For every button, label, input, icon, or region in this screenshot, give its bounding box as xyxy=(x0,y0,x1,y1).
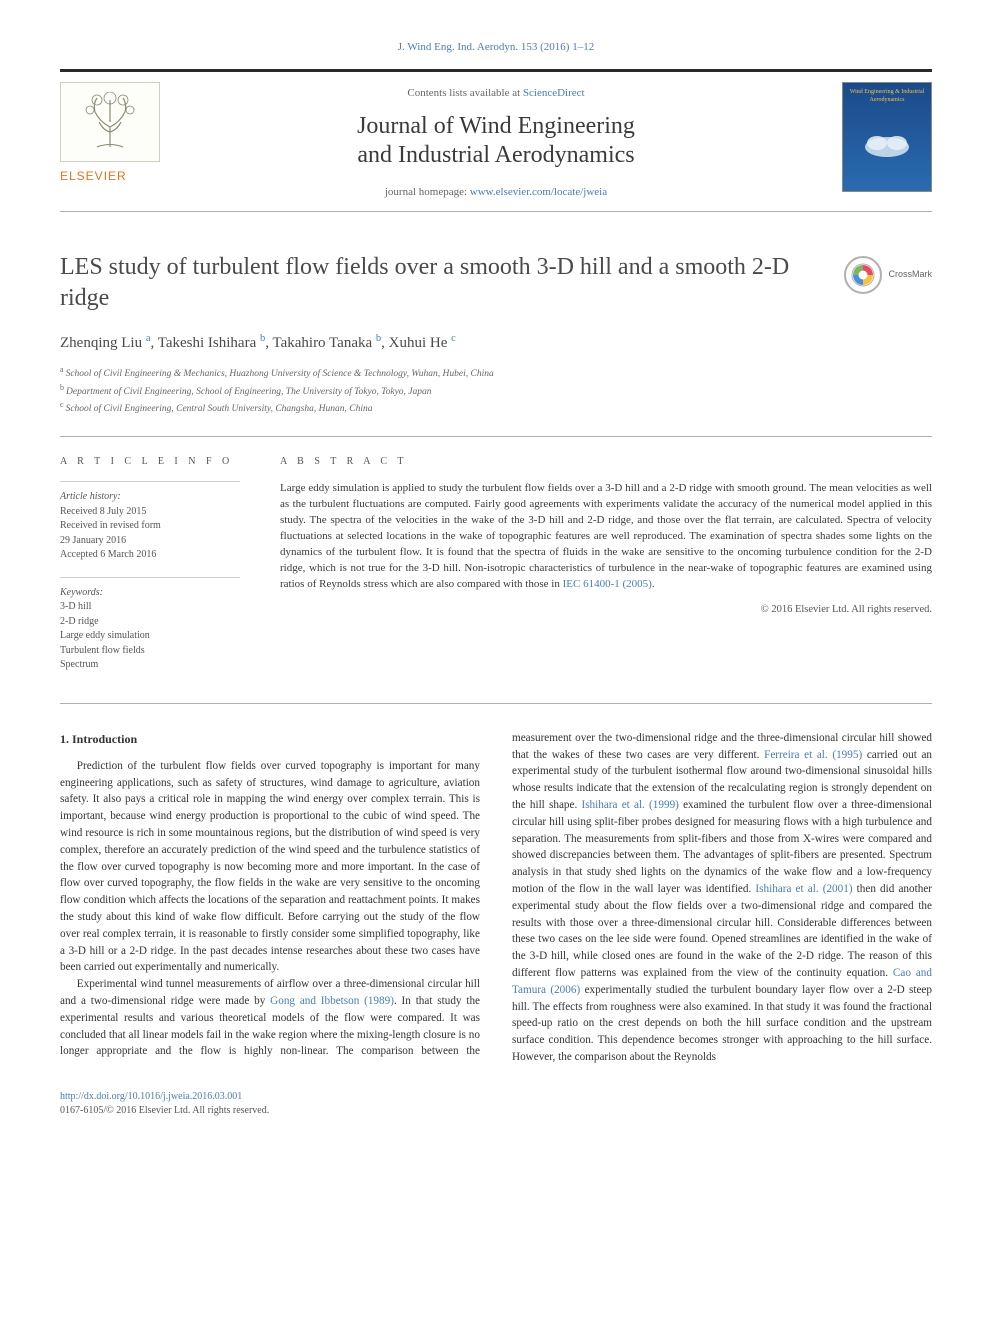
article-header: LES study of turbulent flow fields over … xyxy=(60,252,932,314)
doi-link[interactable]: http://dx.doi.org/10.1016/j.jweia.2016.0… xyxy=(60,1091,242,1102)
section-1-para-1: Prediction of the turbulent flow fields … xyxy=(60,758,480,976)
affiliation-text: School of Civil Engineering & Mechanics,… xyxy=(66,369,494,379)
issn-copyright-line: 0167-6105/© 2016 Elsevier Ltd. All right… xyxy=(60,1105,269,1116)
body-two-column: 1. Introduction Prediction of the turbul… xyxy=(60,730,932,1066)
p2-text-e: then did another experimental study abou… xyxy=(512,883,932,979)
contents-lists-line: Contents lists available at ScienceDirec… xyxy=(180,86,812,101)
ref-link-gong-ibbetson[interactable]: Gong and Ibbetson (1989) xyxy=(270,995,394,1007)
author-affiliation-link[interactable]: a xyxy=(146,333,151,344)
affiliation-text: School of Civil Engineering, Central Sou… xyxy=(66,404,373,414)
ref-link-ishihara-2001[interactable]: Ishihara et al. (2001) xyxy=(755,883,852,895)
page-footer: http://dx.doi.org/10.1016/j.jweia.2016.0… xyxy=(60,1090,932,1118)
affiliation-line: c School of Civil Engineering, Central S… xyxy=(60,399,932,416)
masthead-center: Contents lists available at ScienceDirec… xyxy=(170,72,822,210)
article-history-block: Article history: Received 8 July 2015Rec… xyxy=(60,481,240,563)
affiliation-text: Department of Civil Engineering, School … xyxy=(66,387,432,397)
keywords-lines: 3-D hill 2-D ridge Large eddy simulation Tu… xyxy=(60,601,150,670)
homepage-label: journal homepage: xyxy=(385,186,470,198)
keyword-item: Turbulent flow fields xyxy=(60,645,145,656)
abstract-period: . xyxy=(652,578,655,590)
author-name: Xuhui He xyxy=(389,335,452,351)
info-abstract-row: A R T I C L E I N F O Article history: R… xyxy=(60,436,932,704)
homepage-link[interactable]: www.elsevier.com/locate/jweia xyxy=(470,186,607,198)
abstract-ref-link[interactable]: IEC 61400-1 (2005) xyxy=(563,578,652,590)
author-name: Takahiro Tanaka xyxy=(272,335,375,351)
keywords-label: Keywords: xyxy=(60,587,103,598)
keyword-item: 2-D ridge xyxy=(60,616,99,627)
history-line: Received in revised form xyxy=(60,520,161,531)
authors-line: Zhenqing Liu a, Takeshi Ishihara b, Taka… xyxy=(60,332,932,354)
article-info-column: A R T I C L E I N F O Article history: R… xyxy=(60,455,240,687)
keywords-block: Keywords: 3-D hill 2-D ridge Large eddy si… xyxy=(60,577,240,673)
running-header: J. Wind Eng. Ind. Aerodyn. 153 (2016) 1–… xyxy=(60,40,932,55)
journal-cover-thumbnail: Wind Engineering & Industrial Aerodynami… xyxy=(842,82,932,192)
sciencedirect-link[interactable]: ScienceDirect xyxy=(523,87,585,99)
masthead-right: Wind Engineering & Industrial Aerodynami… xyxy=(822,72,932,210)
journal-homepage-line: journal homepage: www.elsevier.com/locat… xyxy=(180,185,812,200)
page: J. Wind Eng. Ind. Aerodyn. 153 (2016) 1–… xyxy=(0,0,992,1158)
tree-icon xyxy=(75,92,145,152)
abstract-copyright: © 2016 Elsevier Ltd. All rights reserved… xyxy=(280,603,932,618)
masthead: ELSEVIER Contents lists available at Sci… xyxy=(60,69,932,211)
cover-title-text: Wind Engineering & Industrial Aerodynami… xyxy=(849,89,925,103)
history-line: Received 8 July 2015 xyxy=(60,506,146,517)
masthead-left: ELSEVIER xyxy=(60,72,170,210)
ref-link-ishihara-1999[interactable]: Ishihara et al. (1999) xyxy=(581,799,678,811)
abstract-text: Large eddy simulation is applied to stud… xyxy=(280,481,932,593)
crossmark-label: CrossMark xyxy=(888,268,932,281)
abstract-body: Large eddy simulation is applied to stud… xyxy=(280,482,932,590)
affiliation-line: b Department of Civil Engineering, Schoo… xyxy=(60,382,932,399)
running-header-link[interactable]: J. Wind Eng. Ind. Aerodyn. 153 (2016) 1–… xyxy=(398,41,594,53)
keyword-item: Large eddy simulation xyxy=(60,630,150,641)
history-line: 29 January 2016 xyxy=(60,535,126,546)
elsevier-wordmark: ELSEVIER xyxy=(60,168,170,185)
cover-art-icon xyxy=(849,104,925,186)
crossmark-widget[interactable]: CrossMark xyxy=(844,256,932,294)
journal-title-line1: Journal of Wind Engineering xyxy=(357,113,635,139)
ref-link-ferreira[interactable]: Ferreira et al. (1995) xyxy=(764,749,862,761)
article-info-heading: A R T I C L E I N F O xyxy=(60,455,240,469)
affiliation-line: a School of Civil Engineering & Mechanic… xyxy=(60,364,932,381)
abstract-column: A B S T R A C T Large eddy simulation is… xyxy=(280,455,932,687)
crossmark-icon xyxy=(844,256,882,294)
keyword-item: 3-D hill xyxy=(60,601,91,612)
history-line: Accepted 6 March 2016 xyxy=(60,549,156,560)
affiliations-block: a School of Civil Engineering & Mechanic… xyxy=(60,364,932,416)
abstract-heading: A B S T R A C T xyxy=(280,455,932,469)
journal-title-line2: and Industrial Aerodynamics xyxy=(357,142,634,168)
article-history-label: Article history: xyxy=(60,491,121,502)
author-name: Zhenqing Liu xyxy=(60,335,146,351)
journal-title: Journal of Wind Engineering and Industri… xyxy=(180,112,812,170)
article-title: LES study of turbulent flow fields over … xyxy=(60,252,830,314)
keyword-item: Spectrum xyxy=(60,659,98,670)
article-history-lines: Received 8 July 2015 Received in revised … xyxy=(60,506,161,561)
author-affiliation-link[interactable]: b xyxy=(260,333,265,344)
contents-label: Contents lists available at xyxy=(407,87,522,99)
author-affiliation-link[interactable]: c xyxy=(451,333,456,344)
elsevier-tree-logo xyxy=(60,82,160,162)
p2-text-d: examined the turbulent flow over a three… xyxy=(512,799,932,895)
author-affiliation-link[interactable]: b xyxy=(376,333,381,344)
author-name: Takeshi Ishihara xyxy=(158,335,260,351)
section-1-heading: 1. Introduction xyxy=(60,730,480,748)
